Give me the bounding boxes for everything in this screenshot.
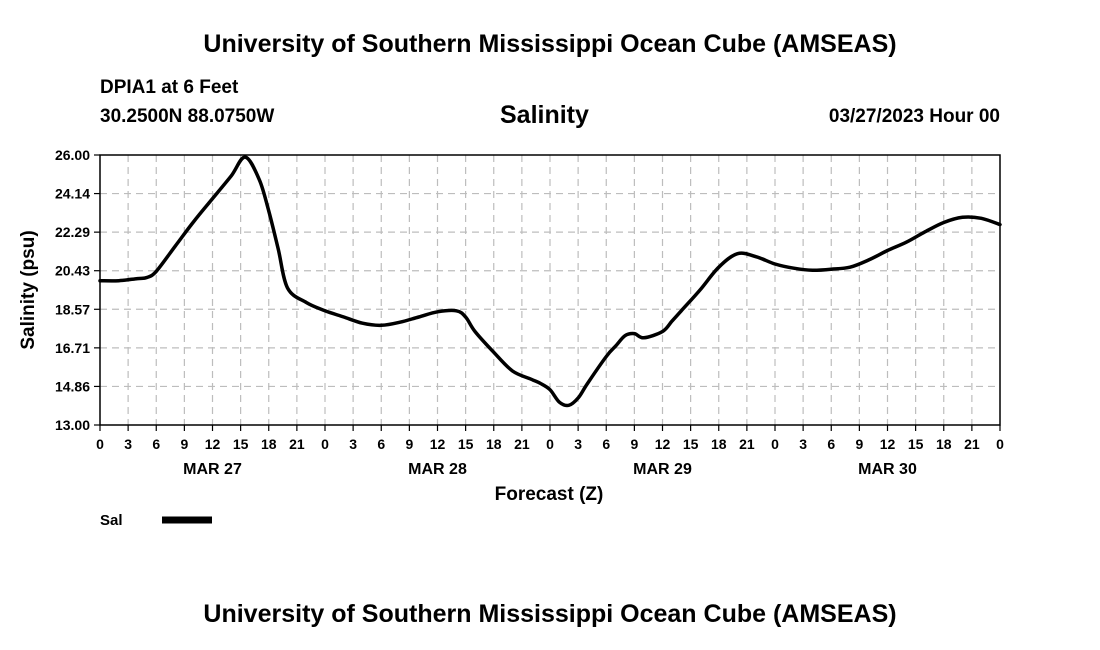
day-label: MAR 28	[408, 461, 467, 478]
x-tick-label: 18	[711, 436, 727, 452]
x-tick-label: 18	[936, 436, 952, 452]
x-axis: 0 3 6 9 12 15 18 21 0 3 6 9 12 15 18 21 0 3 6 9 12 15 18 21 0 3 6 9…	[96, 425, 1004, 452]
y-tick-label: 22.29	[55, 224, 90, 240]
x-tick-label: 6	[377, 436, 385, 452]
x-tick-label: 6	[152, 436, 160, 452]
series-line-sal	[98, 155, 1002, 408]
x-axis-label: Forecast (Z)	[495, 484, 604, 505]
x-tick-label: 12	[430, 436, 446, 452]
y-axis: 13.00 14.86 16.71 18.57 20.43 22.29 24.14 26.00	[55, 147, 100, 433]
chart-footer-title: University of Southern Mississippi Ocean…	[203, 600, 897, 628]
chart-header-title: University of Southern Mississippi Ocean…	[203, 30, 897, 58]
x-tick-label: 15	[908, 436, 924, 452]
x-tick-label: 3	[799, 436, 807, 452]
x-tick-label: 12	[880, 436, 896, 452]
x-tick-label: 15	[458, 436, 474, 452]
y-tick-label: 16.71	[55, 340, 90, 356]
day-label: MAR 29	[633, 461, 692, 478]
x-tick-label: 18	[486, 436, 502, 452]
x-tick-label: 9	[630, 436, 638, 452]
day-label: MAR 30	[858, 461, 917, 478]
x-tick-label: 0	[996, 436, 1004, 452]
x-tick-label: 0	[546, 436, 554, 452]
day-label: MAR 27	[183, 461, 242, 478]
station-label: DPIA1 at 6 Feet	[100, 77, 239, 98]
y-tick-label: 13.00	[55, 417, 90, 433]
x-tick-label: 0	[96, 436, 104, 452]
x-tick-label: 21	[739, 436, 755, 452]
date-label: 03/27/2023 Hour 00	[828, 106, 1000, 127]
x-tick-label: 18	[261, 436, 277, 452]
x-tick-label: 3	[124, 436, 132, 452]
x-tick-label: 9	[405, 436, 413, 452]
x-tick-label: 3	[574, 436, 582, 452]
x-tick-label: 0	[321, 436, 329, 452]
y-tick-label: 14.86	[55, 378, 90, 394]
x-tick-label: 21	[289, 436, 305, 452]
x-tick-label: 15	[683, 436, 699, 452]
x-tick-label: 6	[602, 436, 610, 452]
x-tick-label: 12	[655, 436, 671, 452]
y-tick-label: 18.57	[55, 301, 90, 317]
coordinates-label: 30.2500N 88.0750W	[100, 106, 275, 127]
y-tick-label: 26.00	[55, 147, 90, 163]
x-tick-label: 3	[349, 436, 357, 452]
x-tick-label: 9	[855, 436, 863, 452]
x-tick-label: 6	[827, 436, 835, 452]
x-tick-label: 15	[233, 436, 249, 452]
x-tick-label: 21	[514, 436, 530, 452]
y-axis-label: Salinity (psu)	[18, 230, 39, 349]
day-labels: MAR 27 MAR 28 MAR 29 MAR 30	[183, 461, 917, 478]
x-tick-label: 12	[205, 436, 221, 452]
chart-grid	[100, 155, 1000, 425]
y-tick-label: 20.43	[55, 263, 90, 279]
y-tick-label: 24.14	[55, 186, 90, 202]
x-tick-label: 9	[180, 436, 188, 452]
x-tick-label: 21	[964, 436, 980, 452]
chart-title: Salinity	[500, 101, 589, 129]
legend-label: Sal	[100, 512, 123, 529]
x-tick-label: 0	[771, 436, 779, 452]
